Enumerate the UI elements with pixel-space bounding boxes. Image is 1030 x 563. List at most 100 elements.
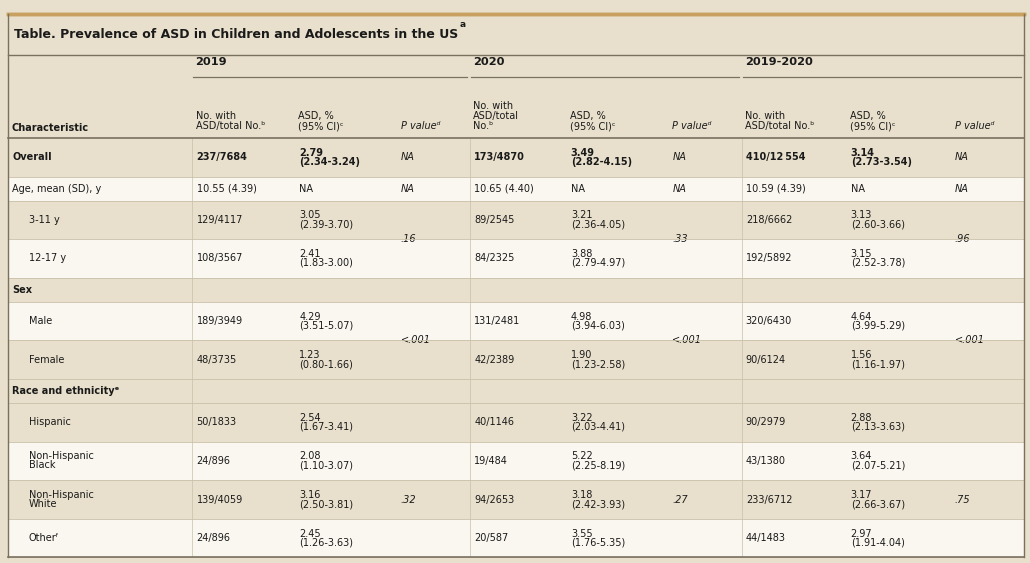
- Text: 2020: 2020: [473, 57, 505, 68]
- Text: Sex: Sex: [12, 285, 32, 295]
- Text: ASD/total No.ᵇ: ASD/total No.ᵇ: [196, 121, 265, 131]
- Text: 320/6430: 320/6430: [746, 316, 792, 326]
- Text: NA: NA: [955, 184, 968, 194]
- Text: NA: NA: [673, 184, 686, 194]
- Text: (3.51-5.07): (3.51-5.07): [299, 321, 353, 330]
- Text: NA: NA: [299, 184, 313, 194]
- Text: .33: .33: [673, 234, 688, 244]
- Text: (2.79-4.97): (2.79-4.97): [571, 258, 625, 268]
- Text: 3.18: 3.18: [571, 490, 592, 500]
- Text: ASD, %: ASD, %: [570, 111, 606, 121]
- Text: 20/587: 20/587: [474, 533, 509, 543]
- Text: 2019-2020: 2019-2020: [745, 57, 813, 68]
- Text: 2.54: 2.54: [299, 413, 320, 423]
- Text: 3.88: 3.88: [571, 249, 592, 259]
- Text: Characteristic: Characteristic: [11, 123, 89, 133]
- Bar: [8, 480, 1024, 519]
- Bar: [8, 82, 1024, 138]
- Text: (3.94-6.03): (3.94-6.03): [571, 321, 625, 330]
- Text: 173/4870: 173/4870: [474, 152, 525, 162]
- Text: 1.90: 1.90: [571, 350, 592, 360]
- Text: 2.08: 2.08: [299, 452, 320, 462]
- Text: Overall: Overall: [12, 152, 52, 162]
- Text: 3.05: 3.05: [299, 211, 320, 220]
- Text: (2.13-3.63): (2.13-3.63): [851, 422, 904, 432]
- Text: 3.14: 3.14: [851, 148, 874, 158]
- Text: ASD, %: ASD, %: [298, 111, 334, 121]
- Text: a: a: [459, 20, 466, 29]
- Text: 3.13: 3.13: [851, 211, 872, 220]
- Bar: [8, 138, 1024, 177]
- Text: 2.97: 2.97: [851, 529, 872, 539]
- Text: <.001: <.001: [955, 336, 985, 346]
- Text: 233/6712: 233/6712: [746, 494, 792, 504]
- Text: Race and ethnicityᵉ: Race and ethnicityᵉ: [12, 386, 119, 396]
- Text: (2.36-4.05): (2.36-4.05): [571, 220, 625, 229]
- Text: 2.88: 2.88: [851, 413, 872, 423]
- Text: (95% CI)ᶜ: (95% CI)ᶜ: [298, 121, 344, 131]
- Bar: [8, 55, 1024, 82]
- Text: (1.26-3.63): (1.26-3.63): [299, 538, 353, 548]
- Text: 94/2653: 94/2653: [474, 494, 514, 504]
- Text: 192/5892: 192/5892: [746, 253, 792, 263]
- Text: 89/2545: 89/2545: [474, 215, 514, 225]
- Text: 3.22: 3.22: [571, 413, 592, 423]
- Text: 84/2325: 84/2325: [474, 253, 514, 263]
- Bar: [8, 278, 1024, 302]
- Text: 2.79: 2.79: [299, 148, 323, 158]
- Text: 131/2481: 131/2481: [474, 316, 520, 326]
- Text: 410/12 554: 410/12 554: [746, 152, 805, 162]
- Text: (2.73-3.54): (2.73-3.54): [851, 157, 912, 167]
- Text: (1.67-3.41): (1.67-3.41): [299, 422, 353, 432]
- Text: No. with: No. with: [196, 111, 236, 121]
- Bar: [8, 341, 1024, 379]
- Text: 43/1380: 43/1380: [746, 456, 786, 466]
- Text: .32: .32: [401, 494, 416, 504]
- Text: (2.60-3.66): (2.60-3.66): [851, 220, 904, 229]
- Text: Non-Hispanic: Non-Hispanic: [29, 452, 94, 462]
- Text: 1.56: 1.56: [851, 350, 872, 360]
- Text: 10.55 (4.39): 10.55 (4.39): [197, 184, 256, 194]
- Bar: [8, 239, 1024, 278]
- Text: (1.16-1.97): (1.16-1.97): [851, 359, 904, 369]
- Text: Non-Hispanic: Non-Hispanic: [29, 490, 94, 500]
- Text: 90/2979: 90/2979: [746, 417, 786, 427]
- Text: 218/6662: 218/6662: [746, 215, 792, 225]
- Text: (2.50-3.81): (2.50-3.81): [299, 499, 353, 509]
- Text: Male: Male: [29, 316, 53, 326]
- Text: <.001: <.001: [673, 336, 702, 346]
- Text: P valueᵈ: P valueᵈ: [955, 121, 994, 131]
- Text: 189/3949: 189/3949: [197, 316, 243, 326]
- Bar: [8, 302, 1024, 341]
- Text: P valueᵈ: P valueᵈ: [401, 121, 441, 131]
- Text: .27: .27: [673, 494, 688, 504]
- Text: 24/896: 24/896: [197, 533, 231, 543]
- Text: P valueᵈ: P valueᵈ: [673, 121, 712, 131]
- Text: No.ᵇ: No.ᵇ: [473, 121, 493, 131]
- Bar: [8, 519, 1024, 557]
- Text: (2.82-4.15): (2.82-4.15): [571, 157, 632, 167]
- Text: 3.49: 3.49: [571, 148, 595, 158]
- Text: (2.07-5.21): (2.07-5.21): [851, 461, 905, 471]
- Text: 3.21: 3.21: [571, 211, 592, 220]
- Text: (2.34-3.24): (2.34-3.24): [299, 157, 360, 167]
- Text: .16: .16: [401, 234, 416, 244]
- Text: 129/4117: 129/4117: [197, 215, 243, 225]
- Text: 5.22: 5.22: [571, 452, 592, 462]
- Text: (1.91-4.04): (1.91-4.04): [851, 538, 904, 548]
- Bar: [8, 441, 1024, 480]
- Text: (2.52-3.78): (2.52-3.78): [851, 258, 905, 268]
- Text: ASD/total: ASD/total: [473, 111, 519, 121]
- Text: (2.42-3.93): (2.42-3.93): [571, 499, 625, 509]
- Text: (1.76-5.35): (1.76-5.35): [571, 538, 625, 548]
- Text: 3.17: 3.17: [851, 490, 872, 500]
- Text: ASD, %: ASD, %: [850, 111, 886, 121]
- Text: 2.41: 2.41: [299, 249, 320, 259]
- Text: 40/1146: 40/1146: [474, 417, 514, 427]
- Text: Black: Black: [29, 461, 56, 471]
- Text: Hispanic: Hispanic: [29, 417, 71, 427]
- Text: 50/1833: 50/1833: [197, 417, 237, 427]
- Text: No. with: No. with: [473, 101, 513, 111]
- Text: 139/4059: 139/4059: [197, 494, 243, 504]
- Text: (95% CI)ᶜ: (95% CI)ᶜ: [570, 121, 615, 131]
